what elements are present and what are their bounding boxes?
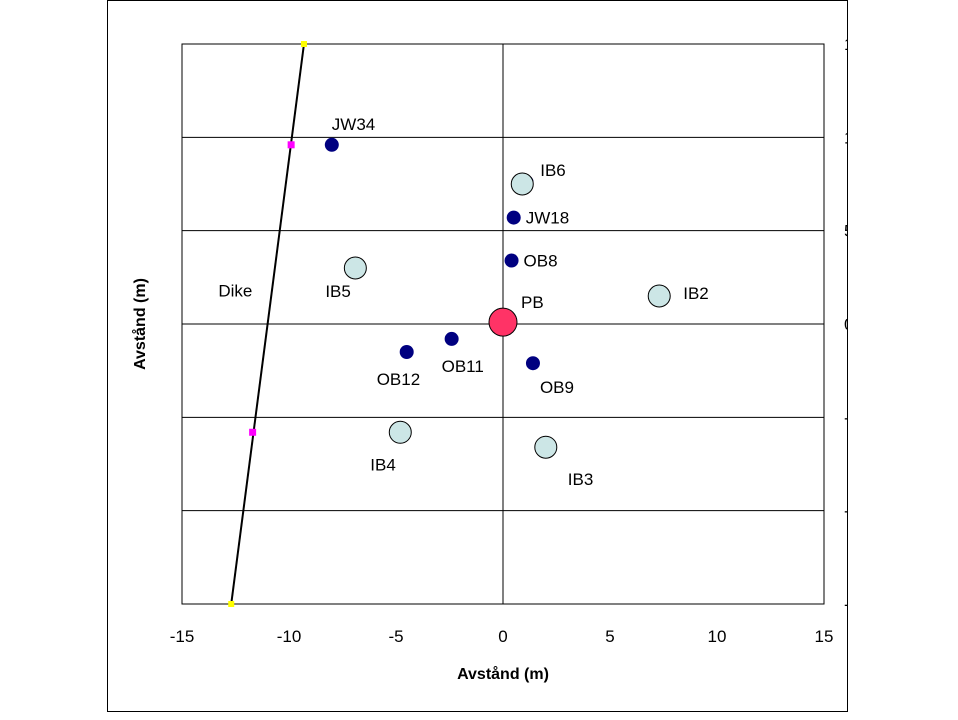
dike-line: [230, 43, 305, 605]
point-label: JW34: [332, 115, 375, 134]
x-axis-title: Avstånd (m): [457, 665, 549, 683]
y-tick-label: -15: [844, 595, 847, 614]
point-label: IB3: [568, 470, 594, 489]
chart-svg: 15 10 5 0 -5 -10 -15 -15 -10 -5 0 5 10 15 Avstånd (m) A…: [131, 35, 847, 683]
point-label: IB4: [370, 455, 396, 474]
injection-well-point: [388, 420, 412, 444]
y-tick-label: 0: [844, 315, 847, 334]
point-label: JW18: [526, 209, 569, 228]
observation-well-point: [444, 331, 459, 346]
dike-end-marker: [228, 601, 235, 607]
observation-well-point: [506, 210, 521, 225]
x-tick-label: -10: [277, 627, 302, 646]
point-label: OB8: [524, 252, 558, 271]
injection-well-point: [647, 284, 671, 308]
point-label: IB5: [325, 282, 351, 301]
observation-well-point: [504, 253, 519, 268]
y-axis-title: Avstånd (m): [131, 278, 149, 370]
point-label: IB6: [540, 161, 566, 180]
y-tick-label: -10: [844, 502, 847, 521]
injection-well-point: [534, 435, 558, 459]
y-tick-label: 10: [844, 128, 847, 147]
x-tick-label: -5: [388, 627, 403, 646]
dike-mid-marker: [287, 141, 295, 149]
pumping-well-point: [488, 307, 518, 337]
point-label: PB: [521, 293, 544, 312]
y-tick-label: 15: [844, 35, 847, 54]
dike-end-marker: [300, 41, 307, 47]
observation-well-point: [324, 137, 339, 152]
dike-label: Dike: [218, 281, 252, 300]
y-tick-label: -5: [844, 408, 847, 427]
point-label: OB9: [540, 378, 574, 397]
y-tick-label: 5: [844, 222, 847, 241]
x-tick-label: 10: [708, 627, 727, 646]
injection-well-point: [343, 256, 367, 280]
point-label: OB12: [377, 370, 420, 389]
point-label: IB2: [683, 284, 709, 303]
x-tick-label: 15: [815, 627, 834, 646]
dike-mid-marker: [249, 428, 257, 436]
injection-well-point: [510, 172, 534, 196]
x-tick-label: 5: [605, 627, 614, 646]
observation-well-point: [399, 345, 414, 359]
x-tick-label: 0: [498, 627, 507, 646]
observation-well-point: [525, 356, 540, 371]
x-tick-label: -15: [170, 627, 195, 646]
point-label: OB11: [442, 357, 484, 376]
chart-frame: 15 10 5 0 -5 -10 -15 -15 -10 -5 0 5 10 15 Avstånd (m) A…: [107, 0, 848, 712]
